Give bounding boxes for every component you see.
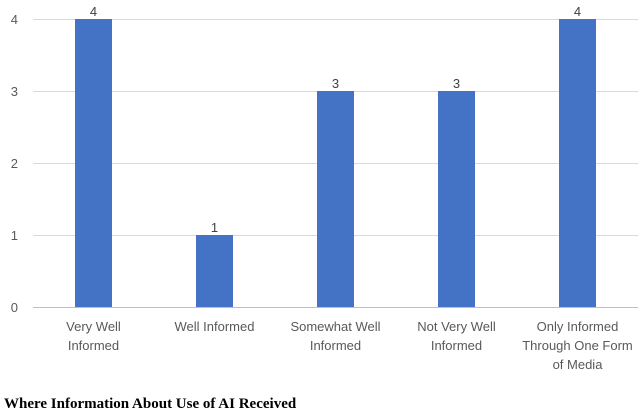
y-axis-ticks: 0 1 2 3 4 bbox=[11, 12, 18, 315]
category-label: Not Very Well Informed bbox=[417, 319, 496, 353]
y-tick-label: 1 bbox=[11, 228, 18, 243]
bar bbox=[317, 91, 354, 307]
category-label-line: Somewhat Well bbox=[290, 319, 380, 334]
data-label: 4 bbox=[90, 4, 97, 19]
y-tick-label: 4 bbox=[11, 12, 18, 27]
category-label-line: Not Very Well bbox=[417, 319, 496, 334]
data-labels: 4 1 3 3 4 bbox=[90, 4, 581, 235]
data-label: 4 bbox=[574, 4, 581, 19]
y-tick-label: 3 bbox=[11, 84, 18, 99]
category-label-line: Informed bbox=[68, 338, 119, 353]
y-tick-label: 2 bbox=[11, 156, 18, 171]
category-label-line: Through One Form bbox=[522, 338, 633, 353]
category-label-line: Very Well bbox=[66, 319, 121, 334]
category-label: Somewhat Well Informed bbox=[290, 319, 380, 353]
category-label: Very Well Informed bbox=[66, 319, 121, 353]
category-label-line: Informed bbox=[431, 338, 482, 353]
category-label-line: Well Informed bbox=[175, 319, 255, 334]
category-label-line: of Media bbox=[553, 357, 604, 372]
bars bbox=[75, 19, 596, 307]
category-label-line: Informed bbox=[310, 338, 361, 353]
category-labels: Very Well Informed Well Informed Somewhat W… bbox=[66, 319, 633, 372]
bar bbox=[75, 19, 112, 307]
bar bbox=[559, 19, 596, 307]
category-label-line: Only Informed bbox=[537, 319, 619, 334]
y-tick-label: 0 bbox=[11, 300, 18, 315]
bar bbox=[196, 235, 233, 307]
figure-caption: Where Information About Use of AI Receiv… bbox=[4, 396, 297, 412]
bar bbox=[438, 91, 475, 307]
data-label: 3 bbox=[453, 76, 460, 91]
data-label: 1 bbox=[211, 220, 218, 235]
category-label: Only Informed Through One Form of Media bbox=[522, 319, 633, 372]
bar-chart: 0 1 2 3 4 4 1 3 3 4 Very Well Informed Well Inform… bbox=[11, 4, 638, 372]
data-label: 3 bbox=[332, 76, 339, 91]
category-label: Well Informed bbox=[175, 319, 255, 334]
